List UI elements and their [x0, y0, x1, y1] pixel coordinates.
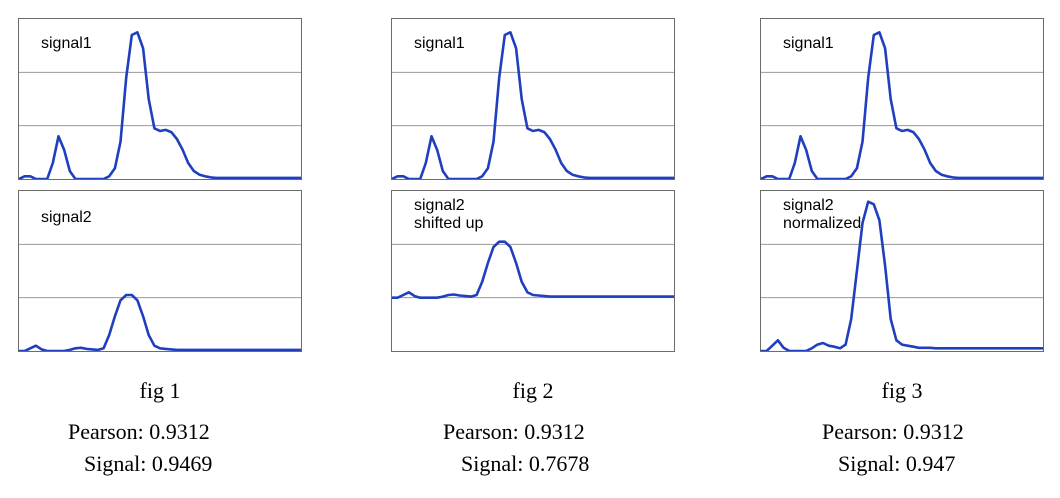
pearson-value: Pearson: 0.9312 [68, 419, 210, 444]
signal1-panel: signal1 [760, 18, 1044, 180]
signal-value: Signal: 0.947 [838, 451, 956, 476]
figure-caption: fig 3 [881, 378, 923, 403]
signal-value: Signal: 0.7678 [461, 451, 590, 476]
series-line [761, 31, 1043, 179]
series-line [19, 293, 301, 351]
panel-label: signal2 shifted up [414, 197, 484, 232]
pearson-value: Pearson: 0.9312 [822, 419, 964, 444]
panel-label: signal2 [41, 209, 92, 226]
signal1-panel: signal1 [391, 18, 675, 180]
signal-value: Signal: 0.9469 [84, 451, 213, 476]
panel-label: signal1 [41, 35, 92, 52]
pearson-value: Pearson: 0.9312 [443, 419, 585, 444]
series-line [392, 31, 674, 179]
signal2-panel: signal2 shifted up [391, 190, 675, 352]
series-line [392, 240, 674, 299]
signal1-panel: signal1 [18, 18, 302, 180]
stats: Pearson: 0.9312 Signal: 0.9469 [68, 416, 368, 480]
series-line [19, 31, 301, 179]
signal2-chart [392, 240, 674, 299]
signal1-chart [19, 31, 301, 179]
signal1-chart [761, 31, 1043, 179]
signal2-panel: signal2 [18, 190, 302, 352]
figure-caption: fig 1 [139, 378, 181, 403]
signal1-chart [392, 31, 674, 179]
stats: Pearson: 0.9312 Signal: 0.7678 [443, 416, 743, 480]
panel-label: signal2 normalized [783, 197, 862, 232]
figure-1: signal1 signal2 fig 1 Pearson: 0.9312 Si… [18, 0, 338, 498]
signal2-chart [761, 200, 1043, 351]
figure-2: signal1 signal2 shifted up fig 2 Pearson… [391, 0, 711, 498]
stats: Pearson: 0.9312 Signal: 0.947 [822, 416, 1060, 480]
panel-label: signal1 [783, 35, 834, 52]
figure-3: signal1 signal2 normalized fig 3 Pearson… [760, 0, 1060, 498]
figure-caption: fig 2 [512, 378, 554, 403]
series-line [761, 200, 1043, 351]
signal2-panel: signal2 normalized [760, 190, 1044, 352]
panel-label: signal1 [414, 35, 465, 52]
signal2-chart [19, 243, 301, 351]
